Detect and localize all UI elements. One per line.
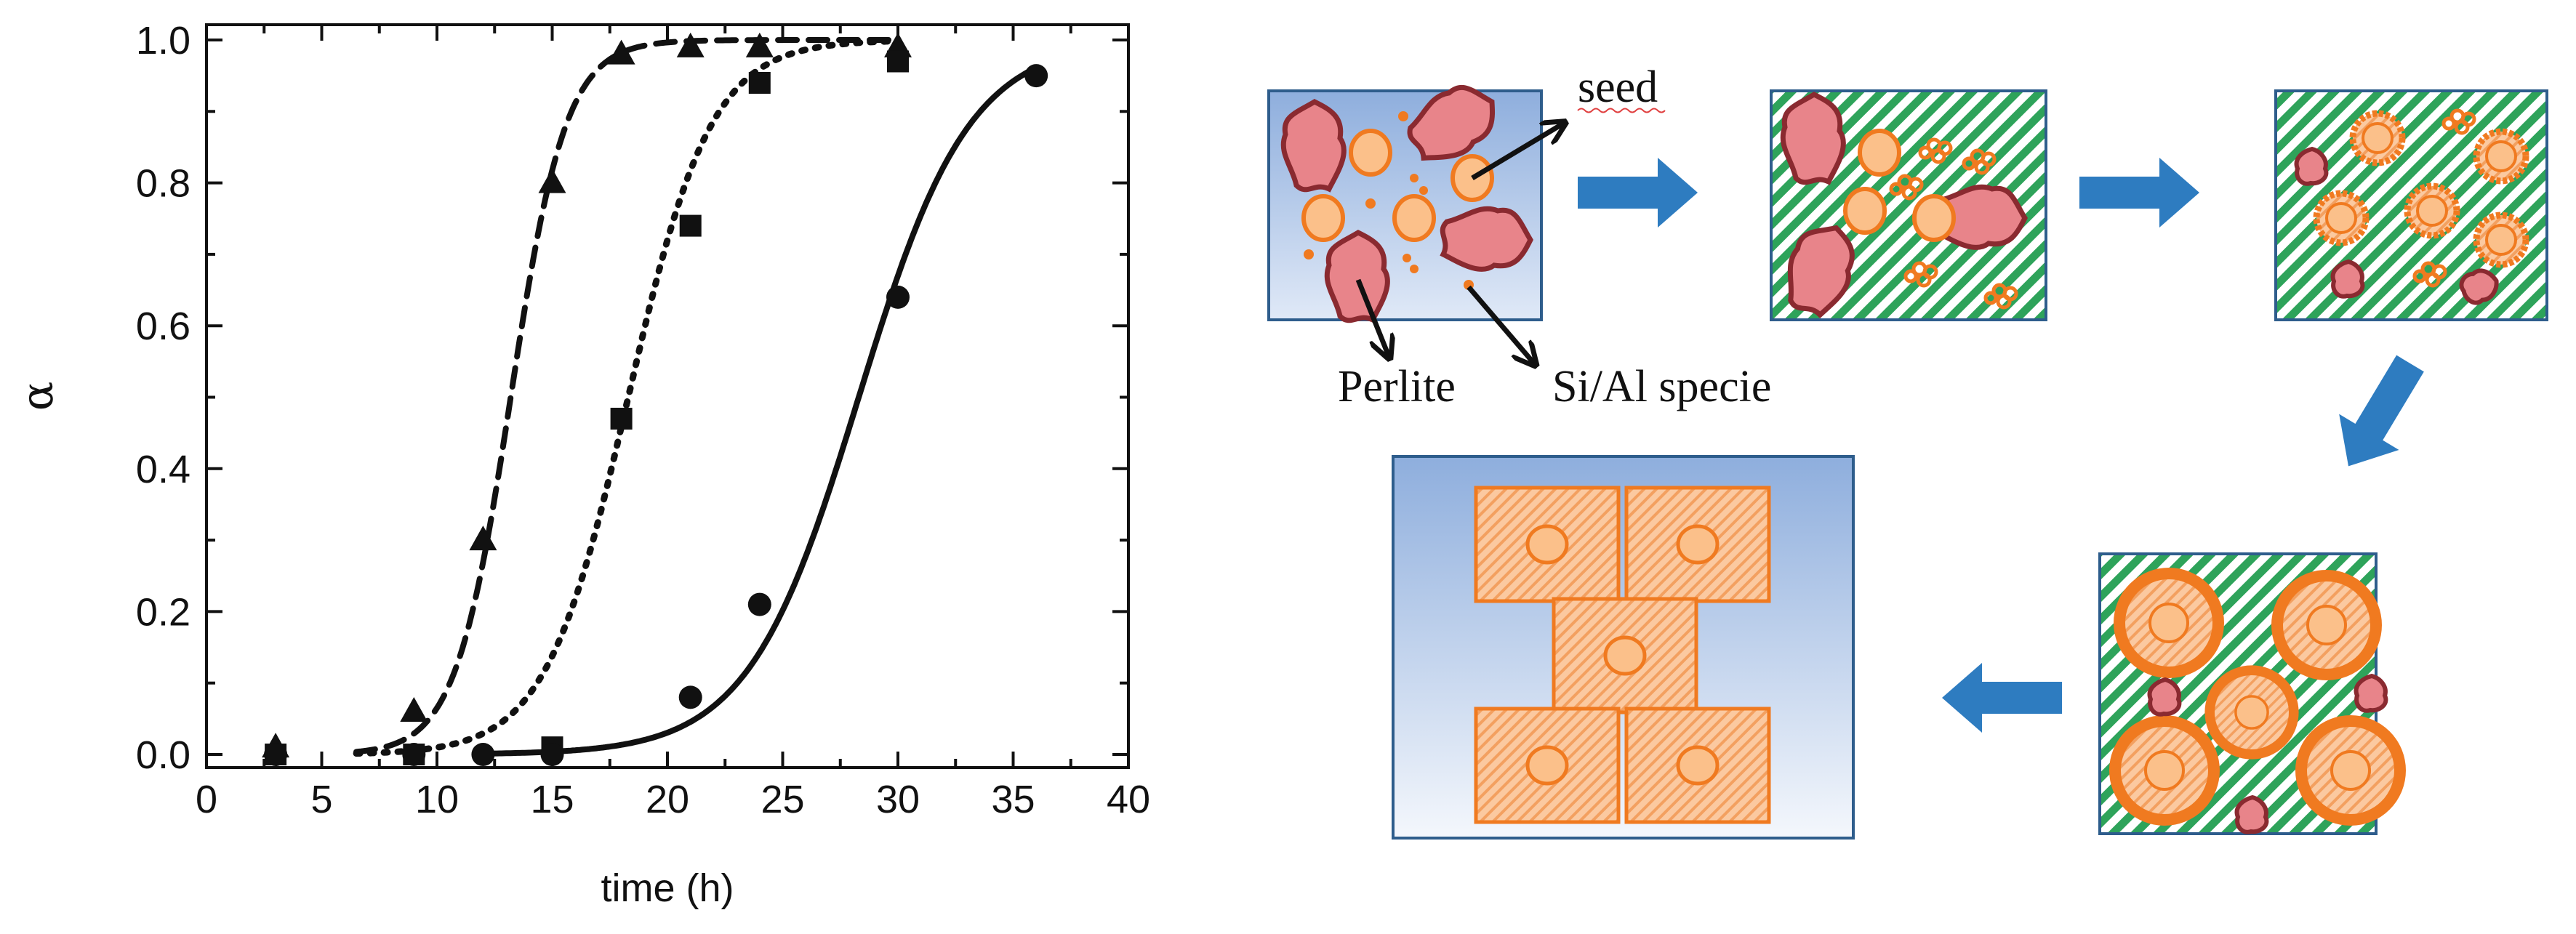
dashed-fit-curve xyxy=(353,37,901,755)
stage-4-box xyxy=(2098,552,2400,835)
growing-crystal xyxy=(2476,215,2526,265)
square-marker xyxy=(748,71,771,94)
seed-crystal xyxy=(1860,131,1899,174)
plot-frame xyxy=(205,23,1130,769)
circle-marker xyxy=(747,592,771,616)
perlite-particle xyxy=(1783,94,1843,182)
x-tick-label: 20 xyxy=(646,778,689,821)
growing-crystal xyxy=(2407,186,2457,235)
circle-marker xyxy=(264,743,288,766)
process-arrow-right xyxy=(1578,158,1698,228)
perlite-particle xyxy=(2150,680,2180,714)
seed-label: seed xyxy=(1578,63,1658,112)
grown-crystal xyxy=(2277,576,2376,675)
seed-crystal xyxy=(1395,196,1434,240)
process-arrow-right xyxy=(2079,158,2199,228)
y-tick-label: 0.6 xyxy=(136,305,190,348)
circle-marker xyxy=(678,685,702,709)
process-arrow-down-left xyxy=(2318,345,2441,485)
process-arrow-left xyxy=(1942,663,2062,733)
chart: 0 5 10 15 20 25 30 35 40 0.0 0.2 0.4 0.6 0.8 1.0 time… xyxy=(12,19,1150,910)
x-tick-label: 40 xyxy=(1107,778,1150,821)
triangle-marker xyxy=(400,697,428,722)
sial-label: Si/Al specie xyxy=(1552,362,1771,411)
perlite-particle xyxy=(1327,233,1387,321)
square-marker xyxy=(887,50,909,73)
stage-2-box xyxy=(1770,89,2047,321)
sial-species xyxy=(1304,111,1474,290)
seed-crystal xyxy=(1351,131,1390,174)
y-tick-label: 1.0 xyxy=(136,19,190,63)
final-crystal xyxy=(1626,488,1769,601)
triangle-marker xyxy=(676,32,705,57)
perlite-particle xyxy=(2237,797,2267,832)
circle-marker xyxy=(1024,64,1048,88)
circle-marker xyxy=(471,743,495,766)
sial-pointer-arrow xyxy=(1466,285,1534,363)
spellcheck-underline xyxy=(1577,108,1666,113)
triangle-marker xyxy=(538,168,566,193)
final-crystal xyxy=(1554,599,1696,712)
mechanism-diagram: seed Perlite Si/Al specie xyxy=(1267,63,2548,840)
y-tick-label: 0.0 xyxy=(136,733,190,777)
perlite-particle xyxy=(1283,102,1344,190)
growing-crystal xyxy=(2316,193,2366,243)
y-tick-labels: 0.0 0.2 0.4 0.6 0.8 1.0 xyxy=(136,19,190,777)
grown-crystal xyxy=(2210,670,2294,754)
x-tick-label: 15 xyxy=(530,778,574,821)
square-marker xyxy=(610,407,633,430)
circle-marker xyxy=(402,743,426,766)
seed-crystal xyxy=(1914,196,1954,240)
triangle-marker xyxy=(469,526,497,551)
y-tick-label: 0.8 xyxy=(136,162,190,206)
stage-3-box xyxy=(2274,89,2548,321)
y-tick-label: 0.2 xyxy=(136,590,190,634)
stage-1-box: seed Perlite Si/Al specie xyxy=(1267,63,1771,411)
perlite-particle xyxy=(2333,262,2363,297)
perlite-label: Perlite xyxy=(1338,362,1456,411)
square-marker xyxy=(679,214,702,237)
data-points xyxy=(262,32,1048,766)
triangle-marker xyxy=(607,39,635,65)
final-crystal xyxy=(1626,709,1769,822)
perlite-pointer-arrow xyxy=(1355,278,1389,356)
y-tick-label: 0.4 xyxy=(136,448,190,491)
x-axis-label: time (h) xyxy=(601,866,734,910)
seed-crystal xyxy=(1304,196,1343,240)
perlite-particle xyxy=(2297,149,2327,184)
seed-crystal xyxy=(1845,189,1885,233)
x-tick-label: 0 xyxy=(196,778,217,821)
x-tick-labels: 0 5 10 15 20 25 30 35 40 xyxy=(196,778,1150,821)
x-tick-label: 30 xyxy=(876,778,920,821)
stage-5-box xyxy=(1392,455,1855,840)
x-tick-label: 25 xyxy=(761,778,804,821)
grown-crystal xyxy=(2119,573,2218,672)
final-crystal xyxy=(1476,488,1618,601)
dotted-fit-curve xyxy=(353,38,902,757)
triangle-marker xyxy=(745,32,774,57)
grown-crystal xyxy=(2115,721,2214,820)
x-tick-label: 5 xyxy=(310,778,332,821)
fit-curves xyxy=(353,37,1040,757)
perlite-particle xyxy=(2356,676,2386,711)
growing-crystal xyxy=(2476,132,2526,181)
axis-ticks xyxy=(205,25,1130,768)
seed-pointer-arrow xyxy=(1471,124,1563,181)
y-axis-label: α xyxy=(12,382,63,411)
x-tick-label: 35 xyxy=(991,778,1035,821)
final-crystal xyxy=(1476,709,1618,822)
growing-crystal xyxy=(2353,113,2402,163)
solid-fit-curve xyxy=(480,65,1040,757)
perlite-particle xyxy=(1443,209,1530,269)
circle-marker xyxy=(886,285,910,309)
circle-marker xyxy=(540,743,564,766)
grown-crystal xyxy=(2301,721,2400,820)
x-tick-label: 10 xyxy=(415,778,459,821)
